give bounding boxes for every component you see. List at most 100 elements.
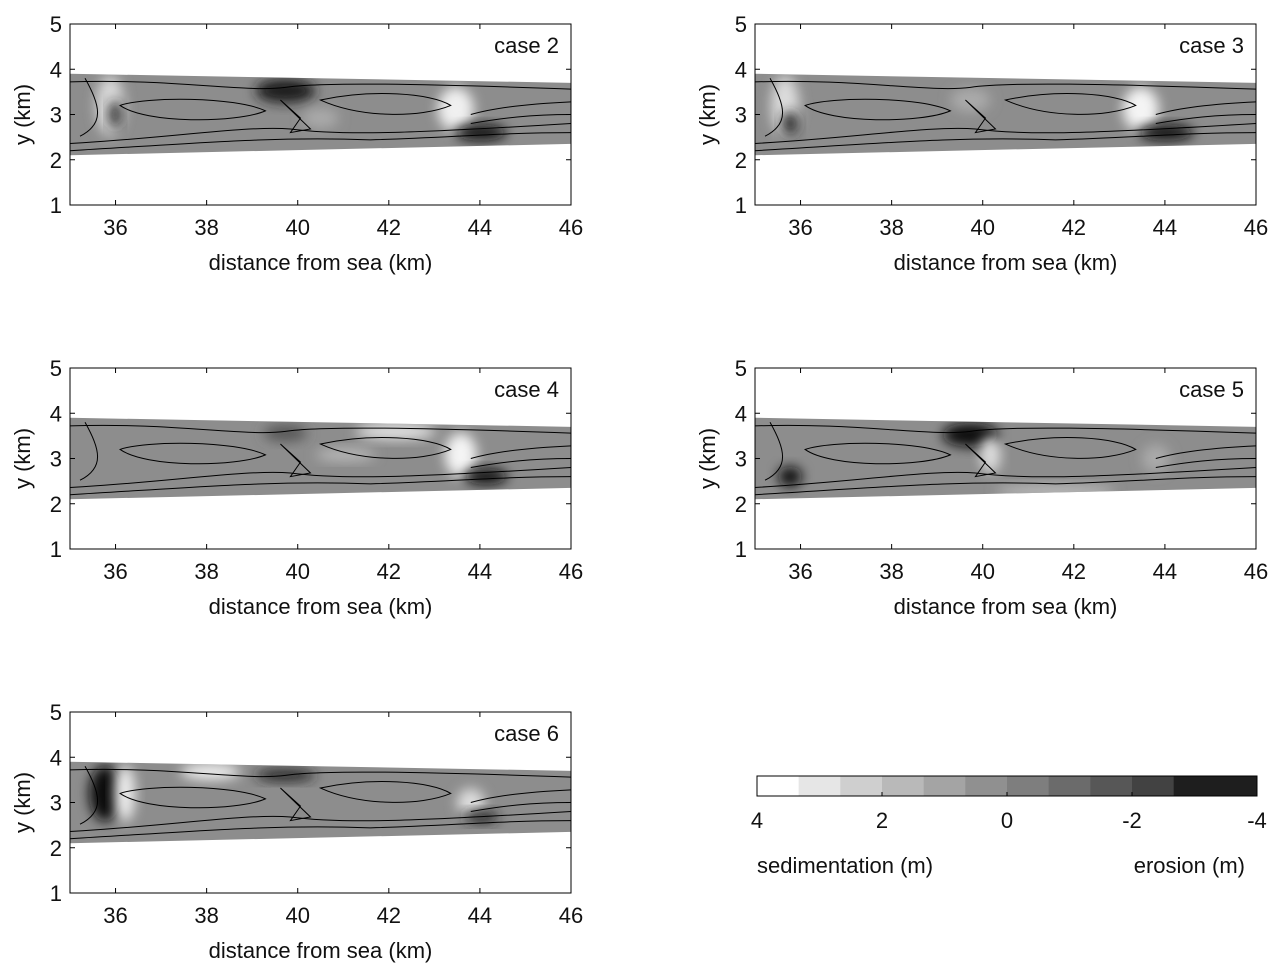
colorbar-segment [1090, 776, 1133, 796]
panel: 36 38 40 42 44 46 1 2 3 4 5 distance from sea (km) y… [695, 356, 1268, 619]
y-axis-label: y (km) [695, 84, 720, 145]
y-tick-label: 2 [735, 148, 747, 173]
contour-line [70, 820, 571, 840]
x-tick-label: 42 [1062, 215, 1086, 240]
shade [89, 765, 122, 822]
contour-line [280, 443, 312, 478]
contour-line [804, 98, 952, 121]
shade [1122, 87, 1159, 132]
contour-line [1155, 114, 1256, 125]
contour-line [70, 467, 571, 488]
x-tick-label: 44 [468, 559, 492, 584]
x-axis-label: distance from sea (km) [209, 250, 433, 275]
colorbar-segment [757, 776, 800, 796]
y-tick-label: 3 [735, 103, 747, 128]
shade [109, 100, 122, 129]
colorbar-tick-label: 4 [751, 808, 763, 833]
colorbar-segment [1173, 776, 1216, 796]
contour-line [280, 787, 312, 822]
contour-line [318, 781, 452, 803]
colorbar-tick-label: 0 [1001, 808, 1013, 833]
y-tick-label: 1 [735, 193, 747, 218]
contour-line [70, 80, 571, 90]
x-tick-label: 44 [468, 215, 492, 240]
channel [70, 417, 571, 500]
shading [70, 422, 571, 496]
y-tick-label: 3 [50, 103, 62, 128]
y-tick-label: 3 [50, 447, 62, 472]
contour-line [70, 132, 571, 152]
x-axis-label: distance from sea (km) [894, 594, 1118, 619]
contour-line [755, 467, 1256, 488]
contour-line [70, 476, 571, 496]
panel: 36 38 40 42 44 46 1 2 3 4 5 distance from sea (km) y… [695, 12, 1268, 275]
contour-line [119, 98, 267, 121]
x-tick-label: 46 [559, 559, 583, 584]
x-tick-label: 38 [194, 215, 218, 240]
contour-line [79, 78, 98, 137]
x-tick-label: 44 [1153, 215, 1177, 240]
shade [315, 448, 376, 461]
x-tick-label: 38 [879, 559, 903, 584]
contour-line [1003, 93, 1137, 115]
contour-line [280, 99, 312, 134]
contour-line [764, 78, 783, 137]
x-axis-label: distance from sea (km) [209, 594, 433, 619]
x-tick-label: 42 [377, 215, 401, 240]
shade [782, 111, 799, 136]
case-label: case 4 [494, 377, 559, 402]
y-tick-label: 1 [735, 537, 747, 562]
contour-line [70, 424, 571, 434]
contour-line [965, 99, 997, 134]
y-tick-label: 2 [50, 148, 62, 173]
contour-line [470, 445, 571, 459]
colorbar-label-left: sedimentation (m) [757, 853, 933, 878]
y-tick-label: 5 [50, 700, 62, 725]
y-tick-label: 4 [735, 57, 747, 82]
shade [1137, 124, 1194, 141]
contour-line [470, 114, 571, 125]
contour-line [318, 437, 452, 459]
shade [463, 468, 508, 485]
channel [70, 761, 571, 844]
y-tick-label: 4 [735, 401, 747, 426]
case-label: case 5 [1179, 377, 1244, 402]
x-tick-label: 42 [377, 903, 401, 928]
x-tick-label: 42 [377, 559, 401, 584]
y-axis-label: y (km) [10, 84, 35, 145]
contour-line [70, 123, 571, 144]
y-tick-label: 3 [735, 447, 747, 472]
y-tick-label: 1 [50, 881, 62, 906]
shade [115, 765, 136, 822]
x-axis-label: distance from sea (km) [894, 250, 1118, 275]
panel: 36 38 40 42 44 46 1 2 3 4 5 distance from sea (km) y… [10, 356, 583, 619]
colorbar-segment [798, 776, 841, 796]
x-tick-label: 44 [1153, 559, 1177, 584]
contour-line [470, 802, 571, 813]
y-axis-label: y (km) [695, 428, 720, 489]
shading [755, 422, 1256, 498]
x-tick-label: 36 [788, 559, 812, 584]
x-tick-label: 36 [103, 215, 127, 240]
x-tick-label: 46 [1244, 559, 1268, 584]
panel: 36 38 40 42 44 46 1 2 3 4 5 distance from sea (km) y… [10, 12, 583, 275]
contour-line [1003, 437, 1137, 459]
contour-line [755, 476, 1256, 496]
y-tick-label: 3 [50, 791, 62, 816]
y-tick-label: 4 [50, 57, 62, 82]
x-tick-label: 46 [559, 903, 583, 928]
y-tick-label: 2 [735, 492, 747, 517]
shade [437, 87, 474, 132]
colorbar-segment [1048, 776, 1091, 796]
x-tick-label: 44 [468, 903, 492, 928]
contour-line [470, 101, 571, 115]
contour-line [1155, 458, 1256, 469]
colorbar-tick-label: -4 [1247, 808, 1267, 833]
panel: 36 38 40 42 44 46 1 2 3 4 5 distance from sea (km) y… [10, 700, 583, 963]
shade [778, 466, 803, 487]
shading [70, 763, 571, 840]
y-axis-label: y (km) [10, 428, 35, 489]
channel [755, 417, 1256, 500]
